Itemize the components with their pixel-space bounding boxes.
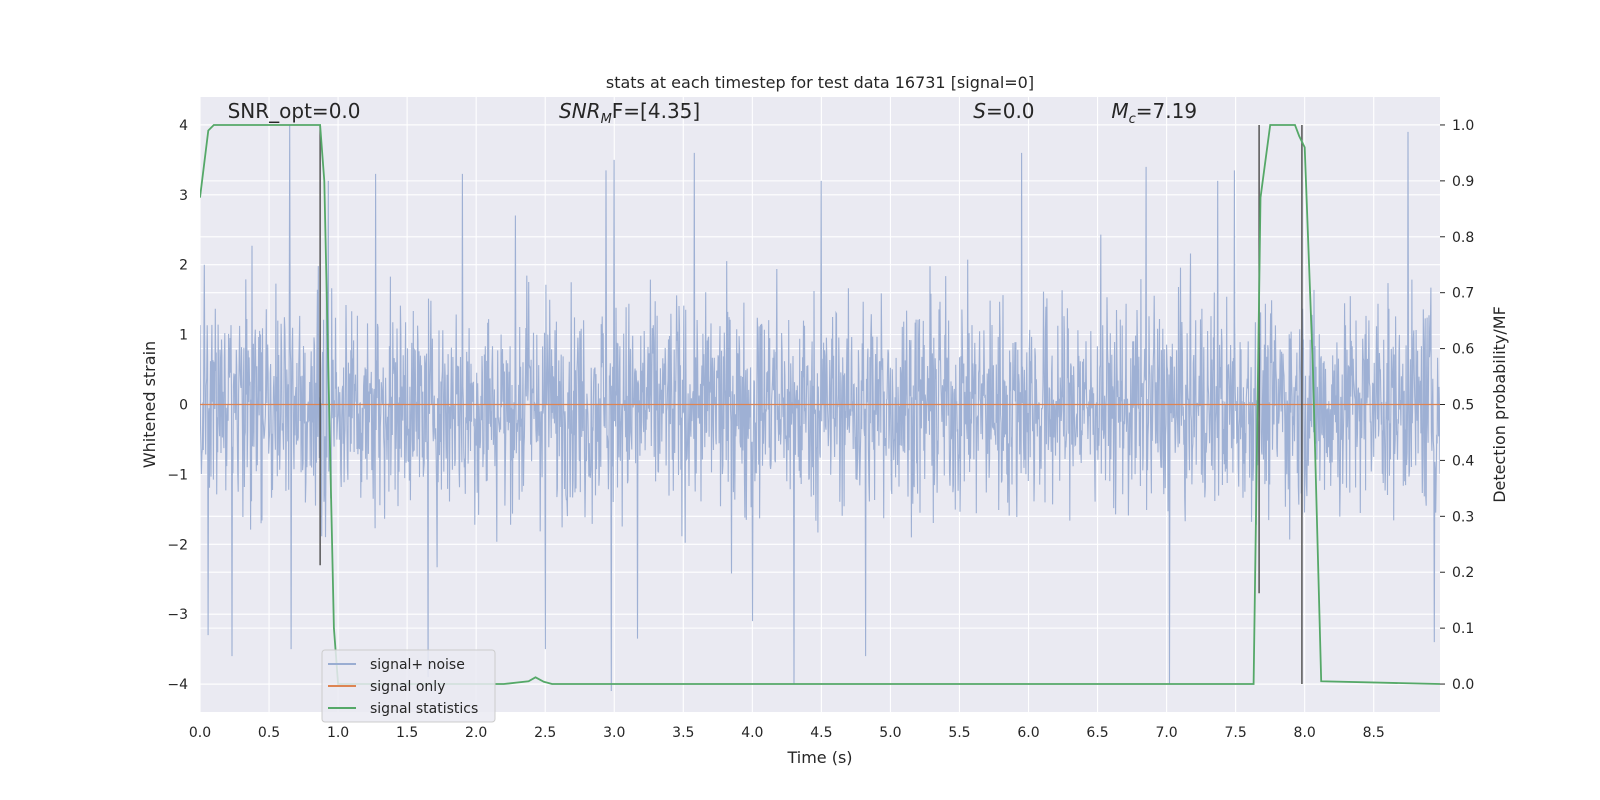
legend-label-signal-statistics: signal statistics xyxy=(370,701,478,717)
y-tick-label: 4 xyxy=(179,118,188,134)
y-tick-label: 0 xyxy=(179,398,188,414)
x-tick-label: 3.0 xyxy=(603,725,625,741)
x-tick-label: 0.5 xyxy=(258,725,280,741)
y2-tick-label: 0.5 xyxy=(1452,398,1474,414)
x-tick-label: 8.5 xyxy=(1363,725,1385,741)
x-tick-label: 5.0 xyxy=(879,725,901,741)
series-signal-statistics-line xyxy=(200,124,1440,685)
snr-mf-subscript: M xyxy=(601,112,612,127)
y2-tick-label: 1.0 xyxy=(1452,118,1474,134)
x-tick-label: 2.5 xyxy=(534,725,556,741)
legend-box xyxy=(321,649,496,723)
mc-main: M xyxy=(1111,99,1128,123)
y-tick-label: 2 xyxy=(179,258,188,274)
y2-tick-label: 0.2 xyxy=(1452,565,1474,581)
snr-mf-main: SNR xyxy=(559,99,601,123)
s-main: S xyxy=(973,99,986,123)
y-tick-label: 3 xyxy=(179,188,188,204)
x-tick-label: 4.0 xyxy=(741,725,763,741)
series-signal-noise-line xyxy=(200,124,1440,692)
mc-rest: =7.19 xyxy=(1136,99,1197,123)
tick-labels: 0.0 0.5 1.0 1.5 2.0 2.5 3.0 3.5 4.0 4.5 5.0 5.5 6.0 6… xyxy=(167,118,1474,741)
y2-tick-label: 0.7 xyxy=(1452,286,1474,302)
y-tick-label: −3 xyxy=(167,607,188,623)
x-axis-label: Time (s) xyxy=(786,748,852,767)
y-tick-label: −1 xyxy=(167,467,188,483)
y-tick-label: 1 xyxy=(179,328,188,344)
x-tick-label: 8.0 xyxy=(1294,725,1316,741)
snr-mf-rest: F=[4.35] xyxy=(612,99,700,123)
legend-label-signal-noise: signal+ noise xyxy=(370,657,465,673)
mc-subscript: c xyxy=(1129,112,1136,127)
y2-tick-label: 0.6 xyxy=(1452,342,1474,358)
x-tick-label: 7.5 xyxy=(1225,725,1247,741)
annotation-snr-mf: SNRMF=[4.35] xyxy=(559,99,700,127)
x-tick-label: 1.0 xyxy=(327,725,349,741)
x-tick-label: 1.5 xyxy=(396,725,418,741)
chart-title: stats at each timestep for test data 167… xyxy=(606,73,1034,92)
x-tick-label: 3.5 xyxy=(672,725,694,741)
x-tick-label: 5.5 xyxy=(948,725,970,741)
annotation-s-value: S=0.0 xyxy=(973,99,1034,123)
x-tick-label: 7.0 xyxy=(1155,725,1177,741)
x-tick-label: 6.5 xyxy=(1086,725,1108,741)
legend: signal+ noise signal only signal statist… xyxy=(321,649,496,723)
y2-tick-label: 0.4 xyxy=(1452,453,1474,469)
x-tick-label: 4.5 xyxy=(810,725,832,741)
y2-tick-label: 0.9 xyxy=(1452,174,1474,190)
x-tick-label: 2.0 xyxy=(465,725,487,741)
y2-tick-label: 0.0 xyxy=(1452,677,1474,693)
y-tick-label: −2 xyxy=(167,537,188,553)
y2-tick-label: 0.1 xyxy=(1452,621,1474,637)
y-tick-label: −4 xyxy=(167,677,188,693)
x-tick-label: 0.0 xyxy=(189,725,211,741)
y-axis-label: Whitened strain xyxy=(140,341,159,468)
y2-tick-label: 0.3 xyxy=(1452,509,1474,525)
annotation-chirp-mass: Mc=7.19 xyxy=(1111,99,1197,127)
annotation-snr-opt: SNR_opt=0.0 xyxy=(228,99,361,123)
y2-tick-label: 0.8 xyxy=(1452,230,1474,246)
data-layer xyxy=(200,124,1440,692)
y2-axis-label: Detection probability/MF xyxy=(1490,306,1509,503)
legend-label-signal-only: signal only xyxy=(370,679,445,695)
x-tick-label: 6.0 xyxy=(1017,725,1039,741)
s-rest: =0.0 xyxy=(986,99,1035,123)
